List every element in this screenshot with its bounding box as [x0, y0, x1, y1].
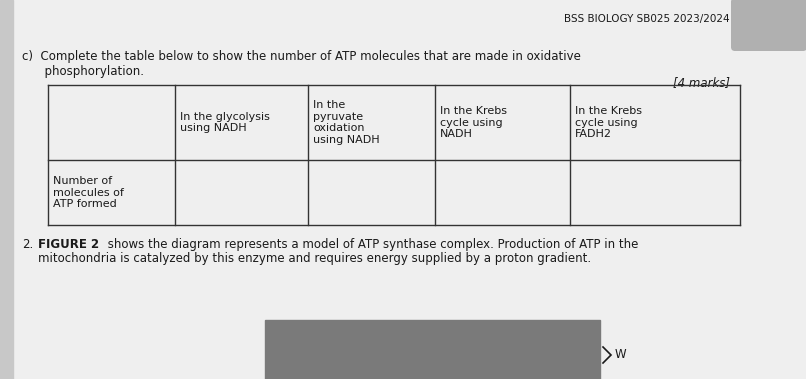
- Text: [4 marks]: [4 marks]: [673, 76, 730, 89]
- Text: shows the diagram represents a model of ATP synthase complex. Production of ATP : shows the diagram represents a model of …: [104, 238, 638, 251]
- Text: FIGURE 2: FIGURE 2: [38, 238, 99, 251]
- Text: phosphorylation.: phosphorylation.: [22, 65, 144, 78]
- Text: Number of
molecules of
ATP formed: Number of molecules of ATP formed: [53, 176, 124, 209]
- Text: In the glycolysis
using NADH: In the glycolysis using NADH: [180, 112, 270, 133]
- Text: mitochondria is catalyzed by this enzyme and requires energy supplied by a proto: mitochondria is catalyzed by this enzyme…: [38, 252, 591, 265]
- Text: c)  Complete the table below to show the number of ATP molecules that are made i: c) Complete the table below to show the …: [22, 50, 581, 63]
- Bar: [0, 0, 13, 379]
- Text: 2.: 2.: [22, 238, 33, 251]
- Text: In the
pyruvate
oxidation
using NADH: In the pyruvate oxidation using NADH: [313, 100, 380, 145]
- Text: W: W: [615, 349, 626, 362]
- Text: In the Krebs
cycle using
FADH2: In the Krebs cycle using FADH2: [575, 106, 642, 139]
- FancyBboxPatch shape: [731, 0, 806, 51]
- Text: BSS BIOLOGY SB025 2023/2024: BSS BIOLOGY SB025 2023/2024: [564, 14, 730, 24]
- Bar: [265, 320, 600, 379]
- Text: In the Krebs
cycle using
NADH: In the Krebs cycle using NADH: [440, 106, 507, 139]
